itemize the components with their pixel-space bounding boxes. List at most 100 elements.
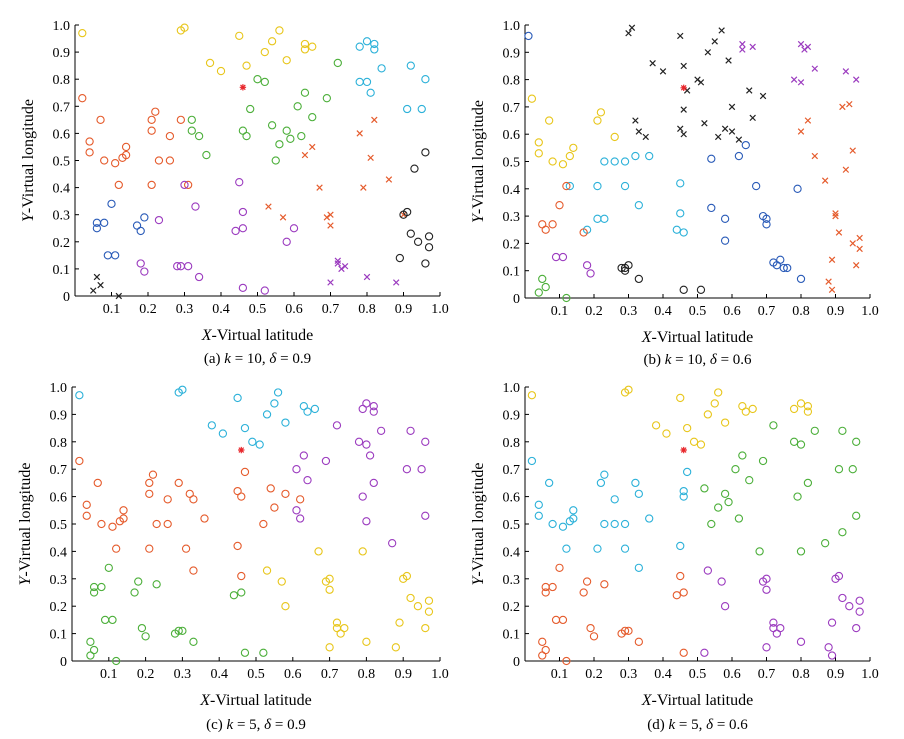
data-point bbox=[589, 632, 599, 641]
data-point bbox=[267, 37, 277, 46]
y-tick-label: 0.1 bbox=[503, 265, 521, 280]
x-tick-label: 0.9 bbox=[395, 302, 413, 317]
data-point bbox=[718, 27, 725, 34]
data-point bbox=[104, 563, 113, 572]
data-point bbox=[82, 511, 91, 520]
x-tick-label: 0.1 bbox=[103, 302, 121, 317]
data-point bbox=[325, 574, 334, 583]
data-point bbox=[259, 648, 268, 657]
data-point bbox=[541, 588, 550, 597]
data-point bbox=[237, 492, 246, 501]
y-tick-label: 0.8 bbox=[503, 74, 521, 89]
data-point bbox=[720, 214, 730, 223]
series-10 bbox=[239, 84, 247, 91]
data-point bbox=[707, 154, 716, 163]
data-point bbox=[534, 500, 543, 509]
x-tick-label: 0.5 bbox=[689, 667, 707, 682]
data-point bbox=[534, 511, 543, 520]
data-point bbox=[783, 263, 792, 273]
data-point bbox=[769, 618, 778, 627]
series-2 bbox=[292, 399, 430, 548]
data-point bbox=[832, 212, 839, 220]
y-tick-label: 0.2 bbox=[50, 600, 68, 615]
data-point bbox=[358, 492, 367, 501]
y-tick-label: 0.7 bbox=[503, 101, 521, 116]
data-point bbox=[558, 160, 568, 169]
data-point bbox=[165, 131, 175, 141]
data-point bbox=[735, 136, 743, 143]
data-point bbox=[610, 132, 619, 142]
data-point bbox=[282, 237, 291, 246]
x-tick-label: 0.2 bbox=[585, 667, 603, 682]
data-point bbox=[327, 222, 334, 229]
y-tick-label: 1.0 bbox=[50, 381, 68, 396]
data-point bbox=[724, 497, 733, 507]
data-point bbox=[835, 229, 843, 236]
x-tick-label: 0.9 bbox=[827, 304, 845, 319]
series-8 bbox=[395, 148, 434, 268]
data-point bbox=[624, 626, 633, 636]
data-point bbox=[271, 156, 280, 165]
data-point bbox=[282, 56, 291, 65]
data-point bbox=[803, 402, 813, 411]
data-point bbox=[424, 232, 434, 241]
data-point bbox=[634, 489, 643, 499]
data-point bbox=[309, 143, 316, 151]
data-point bbox=[262, 566, 272, 575]
data-point bbox=[165, 156, 175, 165]
panel-caption: (b) k = 10, δ = 0.6 bbox=[643, 352, 752, 368]
series-2 bbox=[739, 40, 860, 86]
data-point bbox=[739, 40, 746, 48]
data-point bbox=[804, 117, 812, 124]
data-point bbox=[728, 103, 736, 111]
data-point bbox=[137, 623, 147, 633]
data-point bbox=[145, 489, 154, 499]
series-9 bbox=[617, 261, 706, 294]
data-point bbox=[593, 544, 602, 553]
y-tick-label: 1.0 bbox=[503, 381, 521, 396]
data-point bbox=[628, 24, 636, 31]
data-point bbox=[720, 602, 730, 611]
data-point bbox=[762, 220, 771, 229]
data-point bbox=[281, 602, 290, 611]
data-point bbox=[115, 292, 123, 300]
y-tick-label: 0.8 bbox=[503, 436, 521, 451]
data-point bbox=[679, 492, 688, 501]
data-point bbox=[569, 143, 578, 152]
data-point bbox=[804, 43, 812, 51]
data-point bbox=[189, 495, 198, 504]
y-tick-label: 0 bbox=[63, 290, 70, 305]
data-point bbox=[610, 495, 619, 504]
data-point bbox=[796, 440, 806, 449]
data-point bbox=[97, 281, 104, 289]
data-point bbox=[238, 446, 245, 454]
series-0 bbox=[78, 23, 317, 76]
y-axis-label: Y-Virtual longitude bbox=[470, 100, 487, 223]
y-tick-label: 0.5 bbox=[50, 518, 68, 533]
data-point bbox=[838, 528, 847, 537]
data-point bbox=[824, 643, 833, 652]
data-point bbox=[334, 257, 342, 264]
data-point bbox=[333, 58, 342, 68]
data-point bbox=[89, 588, 99, 597]
y-tick-label: 0.4 bbox=[503, 545, 521, 560]
data-point bbox=[548, 220, 557, 229]
data-point bbox=[755, 547, 764, 556]
data-point bbox=[400, 211, 407, 218]
data-point bbox=[362, 440, 371, 449]
data-point bbox=[534, 149, 543, 158]
data-point bbox=[275, 140, 284, 149]
data-point bbox=[704, 49, 712, 56]
data-point bbox=[275, 26, 284, 35]
data-point bbox=[679, 486, 688, 496]
data-point bbox=[413, 237, 423, 246]
data-point bbox=[282, 126, 291, 135]
y-tick-label: 0.3 bbox=[503, 210, 521, 225]
data-point bbox=[270, 399, 279, 408]
x-tick-label: 1.0 bbox=[861, 304, 879, 319]
data-point bbox=[721, 125, 729, 132]
data-point bbox=[402, 104, 412, 114]
data-point bbox=[697, 79, 705, 86]
series-5 bbox=[92, 199, 149, 260]
data-point bbox=[300, 88, 310, 97]
